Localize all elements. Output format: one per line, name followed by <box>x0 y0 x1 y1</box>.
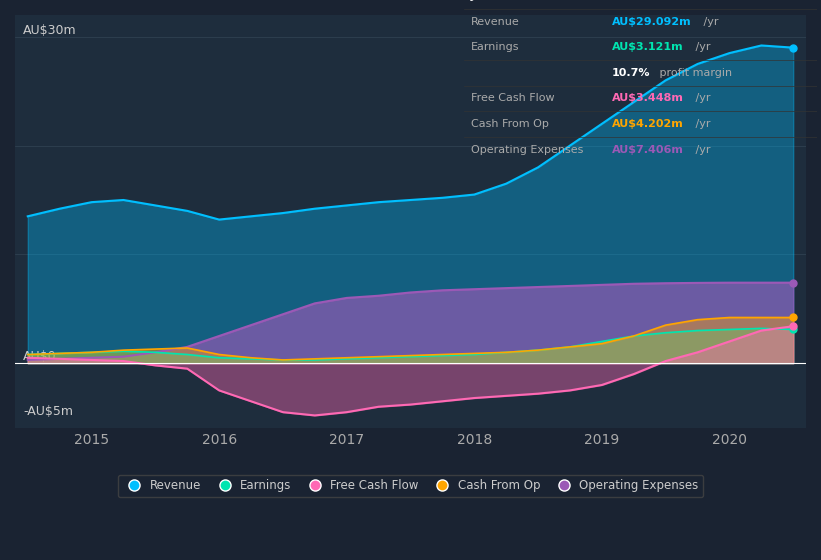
Text: AU$30m: AU$30m <box>23 24 76 37</box>
Text: profit margin: profit margin <box>656 68 732 78</box>
Text: AU$4.202m: AU$4.202m <box>612 119 684 129</box>
Text: AU$29.092m: AU$29.092m <box>612 17 692 26</box>
Text: Free Cash Flow: Free Cash Flow <box>471 94 554 104</box>
Text: Cash From Op: Cash From Op <box>471 119 548 129</box>
Legend: Revenue, Earnings, Free Cash Flow, Cash From Op, Operating Expenses: Revenue, Earnings, Free Cash Flow, Cash … <box>118 474 703 497</box>
Text: /yr: /yr <box>691 144 710 155</box>
Text: Revenue: Revenue <box>471 17 520 26</box>
Text: /yr: /yr <box>691 94 710 104</box>
Text: AU$0: AU$0 <box>23 350 57 363</box>
Text: /yr: /yr <box>691 119 710 129</box>
Text: Earnings: Earnings <box>471 42 520 52</box>
Text: 10.7%: 10.7% <box>612 68 650 78</box>
Text: Operating Expenses: Operating Expenses <box>471 144 583 155</box>
Text: /yr: /yr <box>691 42 710 52</box>
Text: AU$3.121m: AU$3.121m <box>612 42 684 52</box>
Text: Jun 30 2020: Jun 30 2020 <box>471 0 544 1</box>
Text: -AU$5m: -AU$5m <box>23 405 73 418</box>
Text: /yr: /yr <box>700 17 719 26</box>
Text: AU$3.448m: AU$3.448m <box>612 94 684 104</box>
Text: AU$7.406m: AU$7.406m <box>612 144 684 155</box>
